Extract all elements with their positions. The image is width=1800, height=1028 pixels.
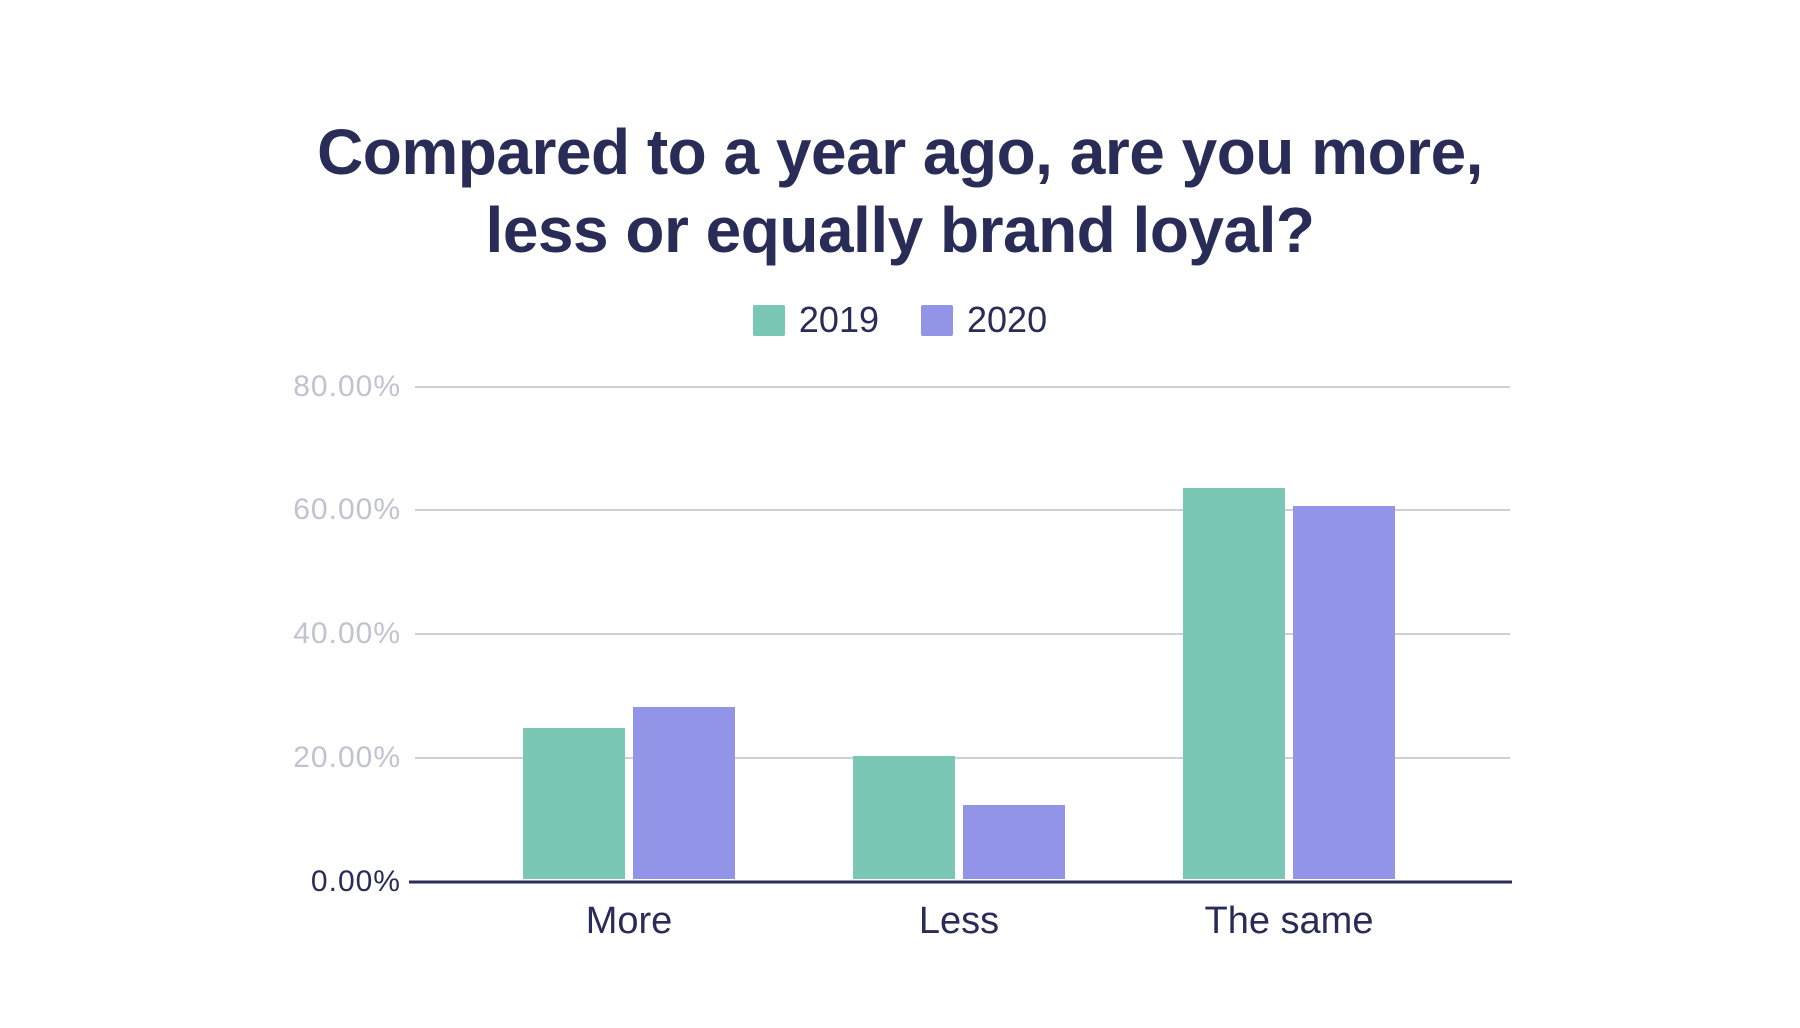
legend-label-2019: 2019: [798, 299, 879, 340]
gridline-20: [415, 757, 1510, 760]
y-tick-label-80: 80.00%: [293, 369, 401, 403]
y-tick-label-20: 20.00%: [293, 741, 401, 775]
bar-2019-more: [523, 728, 625, 879]
y-tick-label-60: 60.00%: [293, 493, 401, 527]
legend-swatch-2019: [752, 304, 785, 336]
gridline-40: [415, 633, 1510, 636]
bar-2020-less: [963, 805, 1065, 879]
y-tick-label-0: 0.00%: [310, 865, 401, 898]
gridline-60: [415, 509, 1510, 512]
chart-legend: 2019 2020: [0, 299, 1800, 341]
category-group-less: [794, 337, 1124, 879]
bars-layer: [464, 337, 1454, 879]
legend-label-2020: 2020: [967, 299, 1048, 340]
legend-item-2019: 2019: [752, 299, 879, 341]
y-tick-label-40: 40.00%: [293, 617, 401, 651]
category-group-more: [464, 337, 794, 879]
x-label-less: Less: [918, 900, 1000, 942]
x-axis-line: [409, 880, 1512, 884]
chart-title-line2: less or equally brand loyal?: [485, 193, 1315, 266]
bar-2019-the-same: [1183, 487, 1285, 879]
legend-swatch-2020: [921, 304, 953, 336]
plot-area: 0.00% 20.00% 40.00% 60.00% 80.00%: [293, 337, 1512, 898]
category-group-the-same: [1124, 337, 1454, 879]
x-label-more: More: [585, 900, 673, 942]
x-label-the-same: The same: [1204, 900, 1374, 942]
chart-title-line1: Compared to a year ago, are you more,: [317, 115, 1483, 188]
chart-title: Compared to a year ago, are you more, le…: [0, 113, 1800, 269]
bar-2020-more: [633, 706, 735, 879]
bar-2020-the-same: [1293, 506, 1395, 879]
x-axis-labels: More Less The same: [464, 900, 1454, 943]
bar-2019-less: [853, 755, 955, 879]
gridline-80: [415, 385, 1510, 388]
legend-item-2020: 2020: [921, 299, 1047, 341]
